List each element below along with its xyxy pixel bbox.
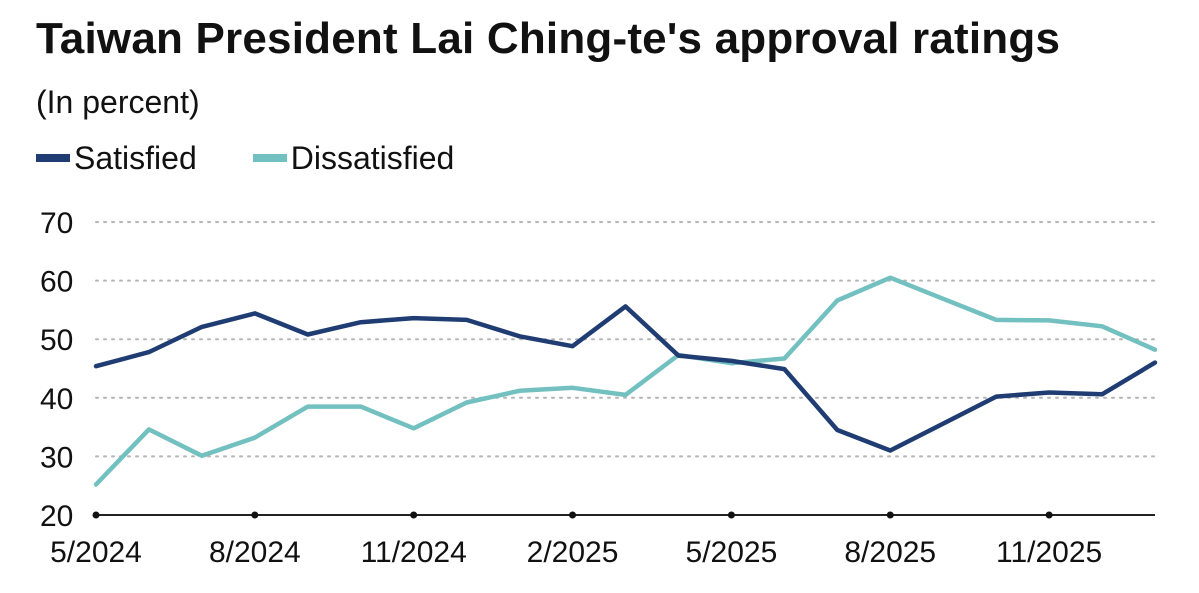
x-tick-5-2025 — [727, 511, 735, 519]
y-tick-label-60: 60 — [40, 266, 73, 299]
x-tick-label-11-2024: 11/2024 — [361, 536, 467, 569]
legend-swatch-dissatisfied — [252, 154, 287, 162]
x-tick-11-2024 — [410, 511, 418, 519]
legend-item-satisfied: Satisfied — [36, 140, 197, 177]
legend: Satisfied Dissatisfied — [36, 138, 510, 178]
series-line-dissatisfied — [93, 275, 1158, 487]
x-tick-8-2025 — [886, 511, 894, 519]
legend-label-dissatisfied: Dissatisfied — [290, 139, 455, 176]
x-tick-2-2025 — [569, 511, 577, 519]
y-tick-label-50: 50 — [40, 324, 73, 357]
x-tick-label-5-2024: 5/2024 — [50, 536, 142, 569]
x-tick-label-8-2025: 8/2025 — [844, 536, 936, 569]
x-tick-11-2025 — [1045, 511, 1053, 519]
chart-title: Taiwan President Lai Ching-te's approval… — [36, 14, 1061, 63]
legend-item-dissatisfied: Dissatisfied — [252, 139, 455, 177]
y-tick-label-40: 40 — [40, 383, 73, 416]
legend-label-satisfied: Satisfied — [74, 139, 197, 176]
x-tick-label-8-2024: 8/2024 — [209, 536, 301, 569]
chart-subtitle: (In percent) — [36, 84, 200, 120]
series-line-satisfied — [93, 304, 1158, 453]
y-tick-label-70: 70 — [40, 207, 73, 240]
y-tick-label-20: 20 — [40, 500, 73, 533]
x-tick-8-2024 — [251, 511, 259, 519]
y-tick-label-30: 30 — [40, 441, 73, 474]
x-tick-label-2-2025: 2/2025 — [527, 536, 619, 569]
legend-swatch-satisfied — [36, 154, 70, 162]
x-tick-5-2024 — [92, 511, 100, 519]
x-tick-label-5-2025: 5/2025 — [686, 536, 778, 569]
x-tick-label-11-2025: 11/2025 — [996, 536, 1102, 569]
